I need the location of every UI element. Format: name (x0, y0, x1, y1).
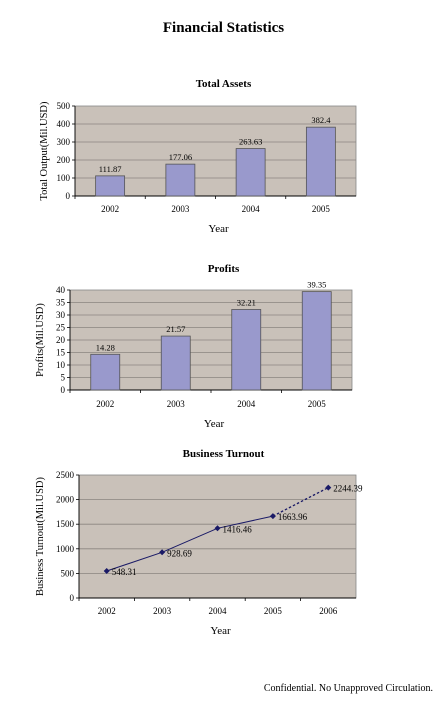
turnout-y-axis-title: Business Turnout(Mil.USD) (35, 476, 46, 596)
assets-y-tick-label: 400 (57, 119, 71, 129)
assets-bar-value-label: 177.06 (169, 152, 192, 162)
profits-bar-2004 (231, 309, 262, 391)
profits-bar-value-label: 14.28 (96, 342, 115, 352)
assets-y-tick-label: 300 (57, 137, 71, 147)
turnout-x-tick-label: 2005 (264, 606, 283, 616)
turnout-y-tick-label: 1500 (56, 519, 75, 529)
assets-x-tick-label: 2004 (242, 204, 261, 214)
turnout-y-tick-label: 2500 (56, 470, 75, 480)
assets-bar-2004 (235, 148, 266, 197)
turnout-projected-line (272, 486, 329, 517)
profits-bar-value-label: 32.21 (237, 297, 256, 307)
turnout-x-tick-label: 2002 (98, 606, 116, 616)
turnout-x-tick-label: 2004 (209, 606, 228, 616)
profits-y-axis-title: Profits(Mil.USD) (35, 303, 46, 377)
assets-y-tick-label: 0 (66, 191, 71, 201)
assets-bar-2005 (305, 126, 336, 197)
turnout-plot-area (78, 474, 357, 599)
turnout-point-value-label: 1663.96 (278, 512, 308, 522)
assets-bar-2002 (95, 175, 126, 197)
turnout-y-tick-label: 2000 (56, 495, 75, 505)
turnout-y-tick-label: 500 (61, 568, 75, 578)
chart-title-profits: Profits (207, 263, 240, 275)
assets-x-tick-label: 2003 (171, 204, 190, 214)
profits-y-tick-label: 20 (56, 335, 66, 345)
assets-x-tick-label: 2005 (312, 204, 331, 214)
profits-y-tick-label: 15 (56, 348, 66, 358)
assets-bar-value-label: 263.63 (239, 137, 262, 147)
assets-y-tick-label: 100 (57, 173, 71, 183)
turnout-point-2002 (103, 568, 110, 575)
profits-bar-value-label: 39.35 (307, 280, 326, 290)
profits-y-tick-label: 30 (56, 310, 66, 320)
turnout-y-tick-label: 1000 (56, 544, 75, 554)
assets-y-axis-title: Total Output(Mil.USD) (39, 101, 50, 201)
assets-x-axis-title: Year (208, 223, 229, 235)
profits-x-tick-label: 2004 (237, 399, 256, 409)
assets-y-tick-label: 500 (57, 101, 71, 111)
chart-title-total-assets: Total Assets (195, 78, 252, 90)
profits-y-tick-label: 35 (56, 298, 66, 308)
profits-x-axis-title: Year (204, 418, 225, 430)
turnout-point-2006 (325, 484, 332, 491)
turnout-x-axis-title: Year (210, 625, 231, 637)
turnout-point-value-label: 548.31 (112, 567, 137, 577)
profits-x-tick-label: 2005 (308, 399, 327, 409)
profits-y-tick-label: 0 (61, 385, 66, 395)
chart-title-business-turnout: Business Turnout (182, 448, 265, 460)
assets-bar-value-label: 382.4 (311, 115, 331, 125)
profits-y-tick-label: 40 (56, 285, 66, 295)
assets-bar-value-label: 111.87 (99, 164, 122, 174)
turnout-point-2005 (269, 513, 276, 520)
turnout-point-value-label: 928.69 (167, 548, 192, 558)
page-title: Financial Statistics (162, 20, 285, 36)
profits-bar-value-label: 21.57 (166, 324, 185, 334)
turnout-point-value-label: 2244.39 (333, 484, 363, 494)
turnout-point-2003 (159, 549, 166, 556)
profits-bar-2002 (90, 353, 121, 391)
profits-y-tick-label: 5 (61, 373, 66, 383)
turnout-x-tick-label: 2006 (319, 606, 338, 616)
assets-bar-2003 (165, 163, 196, 197)
profits-bar-2005 (301, 291, 332, 391)
profits-x-tick-label: 2002 (96, 399, 114, 409)
assets-y-tick-label: 200 (57, 155, 71, 165)
profits-y-tick-label: 10 (56, 360, 66, 370)
turnout-point-value-label: 1416.46 (223, 524, 253, 534)
turnout-point-2004 (214, 525, 221, 532)
profits-y-tick-label: 25 (56, 323, 66, 333)
profits-bar-2003 (160, 335, 191, 391)
turnout-x-tick-label: 2003 (153, 606, 172, 616)
turnout-y-tick-label: 0 (70, 593, 75, 603)
turnout-series-line (106, 515, 274, 572)
profits-x-tick-label: 2003 (167, 399, 186, 409)
footer-notice: Confidential. No Unapproved Circulation. (263, 683, 433, 694)
assets-x-tick-label: 2002 (101, 204, 119, 214)
